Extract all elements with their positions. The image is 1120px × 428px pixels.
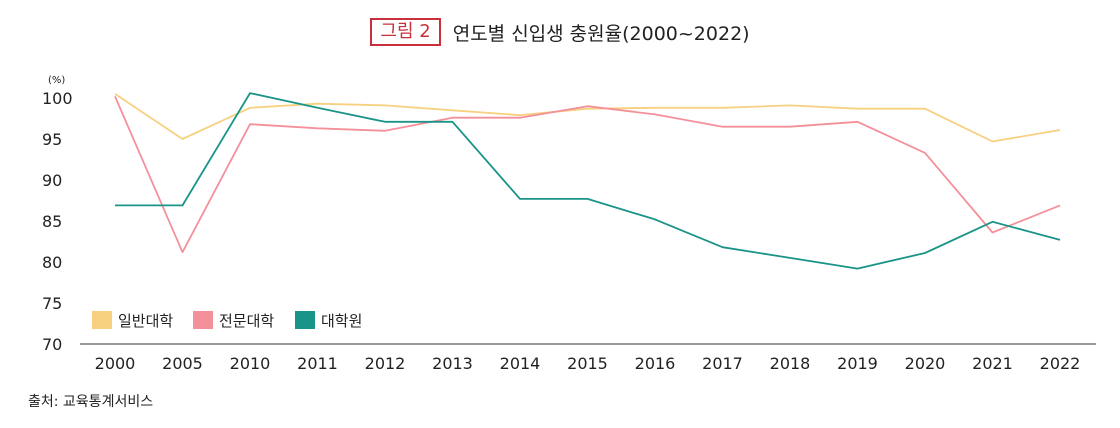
x-tick-label: 2011 [297, 354, 338, 373]
y-tick-label: 75 [42, 294, 62, 313]
source-note: 출처: 교육통계서비스 [28, 394, 154, 410]
series-line-1 [114, 93, 1061, 143]
legend-swatch-2 [193, 311, 213, 329]
y-tick-label: 100 [42, 89, 73, 108]
y-tick-label: 85 [42, 212, 62, 231]
y-tick-label: 70 [42, 335, 62, 354]
x-tick-label: 2021 [972, 354, 1013, 373]
x-tick-label: 2019 [837, 354, 878, 373]
y-tick-label: 80 [42, 253, 62, 272]
series-line-3 [115, 92, 1061, 270]
x-tick-label: 2012 [365, 354, 406, 373]
x-tick-label: 2018 [770, 354, 811, 373]
y-tick-label: 95 [42, 130, 62, 149]
x-tick-label: 2014 [500, 354, 541, 373]
chart-title: 연도별 신입생 충원율(2000~2022) [452, 22, 750, 45]
legend-swatch-3 [295, 311, 315, 329]
x-tick-label: 2013 [432, 354, 473, 373]
legend-label-2: 전문대학 [219, 312, 274, 330]
x-tick-label: 2000 [95, 354, 136, 373]
x-tick-label: 2015 [567, 354, 608, 373]
line-chart: (%) 100 95 90 85 80 75 70 2000 2005 2010 2011 2012 20… [42, 75, 1096, 373]
legend-label-3: 대학원 [321, 312, 362, 330]
legend-swatch-1 [92, 311, 112, 329]
x-tick-label: 2016 [635, 354, 676, 373]
figure-title-row: 그림 2 연도별 신입생 충원율(2000~2022) [0, 18, 1120, 46]
legend-label-1: 일반대학 [118, 312, 173, 330]
series-line-2 [114, 96, 1061, 254]
y-tick-label: 90 [42, 171, 62, 190]
x-tick-label: 2020 [905, 354, 946, 373]
y-unit-label: (%) [48, 75, 65, 86]
x-tick-label: 2010 [230, 354, 271, 373]
figure-badge: 그림 2 [370, 18, 441, 46]
x-tick-label: 2022 [1040, 354, 1081, 373]
x-tick-label: 2017 [702, 354, 743, 373]
x-tick-label: 2005 [162, 354, 203, 373]
